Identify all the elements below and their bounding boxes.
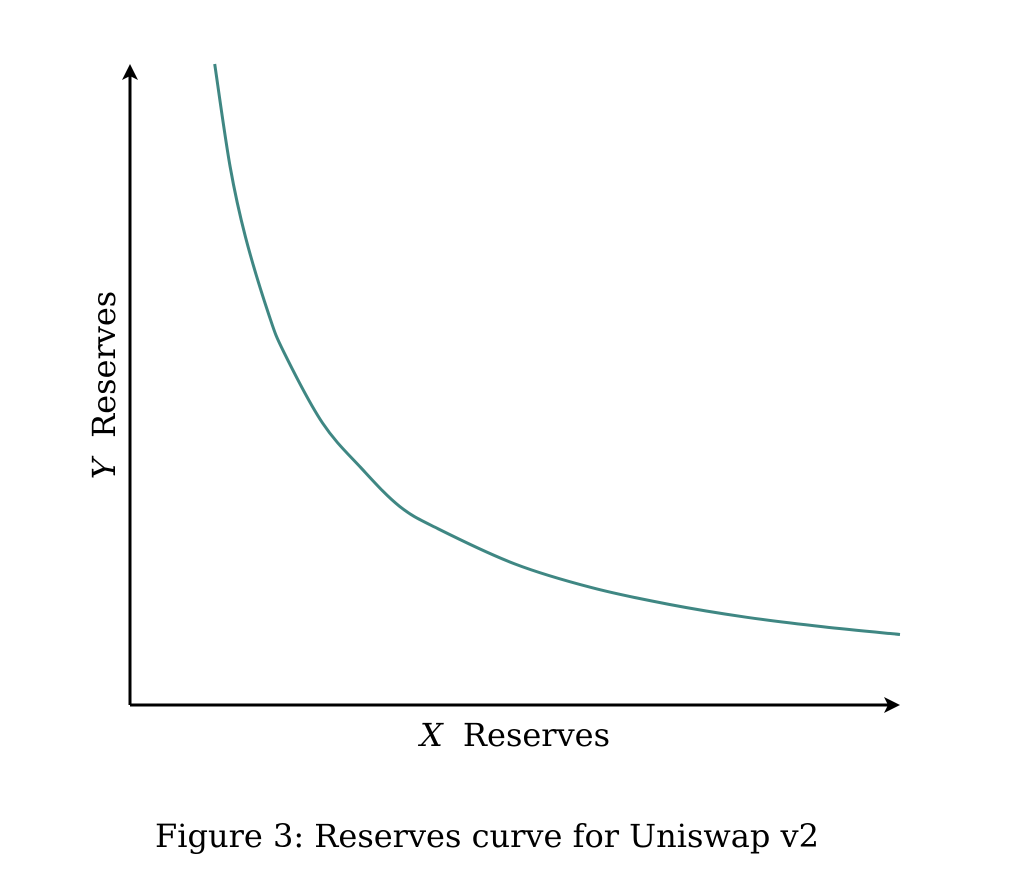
x-axis-label-text: Reserves bbox=[463, 716, 610, 754]
x-axis-label-var: X bbox=[417, 716, 444, 754]
x-axis-arrow bbox=[884, 697, 900, 713]
x-axis-label: X Reserves bbox=[417, 716, 610, 754]
axes bbox=[122, 64, 900, 713]
y-axis-arrow bbox=[122, 64, 138, 80]
reserves-curve-line bbox=[213, 63, 901, 636]
y-axis-label: Y Reserves bbox=[85, 291, 123, 479]
y-axis-label-var: Y bbox=[85, 455, 123, 479]
y-axis-label-text: Reserves bbox=[85, 291, 123, 438]
figure-caption: Figure 3: Reserves curve for Uniswap v2 bbox=[155, 817, 819, 855]
